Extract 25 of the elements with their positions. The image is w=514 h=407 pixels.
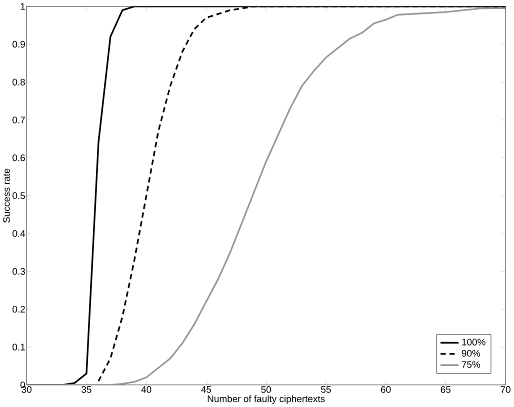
x-tick-label: 45	[201, 386, 212, 393]
legend-label: 100%	[462, 338, 486, 346]
x-tick-label: 35	[82, 386, 92, 393]
x-tick-label: 55	[321, 386, 331, 393]
y-tick-label: 0.3	[12, 268, 25, 275]
y-axis-title: Success rate	[3, 168, 10, 223]
x-tick-label: 60	[381, 386, 391, 393]
y-tick-label: 0.7	[12, 116, 25, 124]
x-tick-label: 50	[261, 386, 271, 393]
y-tick-label: 0.9	[12, 40, 25, 48]
y-tick-label: 0.2	[12, 306, 25, 312]
y-tick-label: 1	[20, 3, 25, 10]
x-tick-label: 70	[500, 386, 510, 393]
y-tick-label: 0	[20, 381, 25, 388]
x-axis-title: Number of faulty ciphertexts	[208, 395, 325, 404]
y-tick-label: 0.6	[12, 154, 25, 162]
y-tick-label: 0.5	[12, 192, 25, 199]
x-tick-label: 30	[22, 386, 32, 393]
x-tick-label: 65	[440, 386, 451, 393]
x-tick-label: 40	[141, 386, 152, 393]
legend-label: 90%	[462, 350, 480, 357]
y-tick-label: 0.8	[12, 78, 25, 86]
legend-label: 75%	[462, 361, 480, 368]
y-tick-label: 0.1	[12, 344, 25, 350]
y-tick-label: 0.4	[12, 230, 26, 237]
